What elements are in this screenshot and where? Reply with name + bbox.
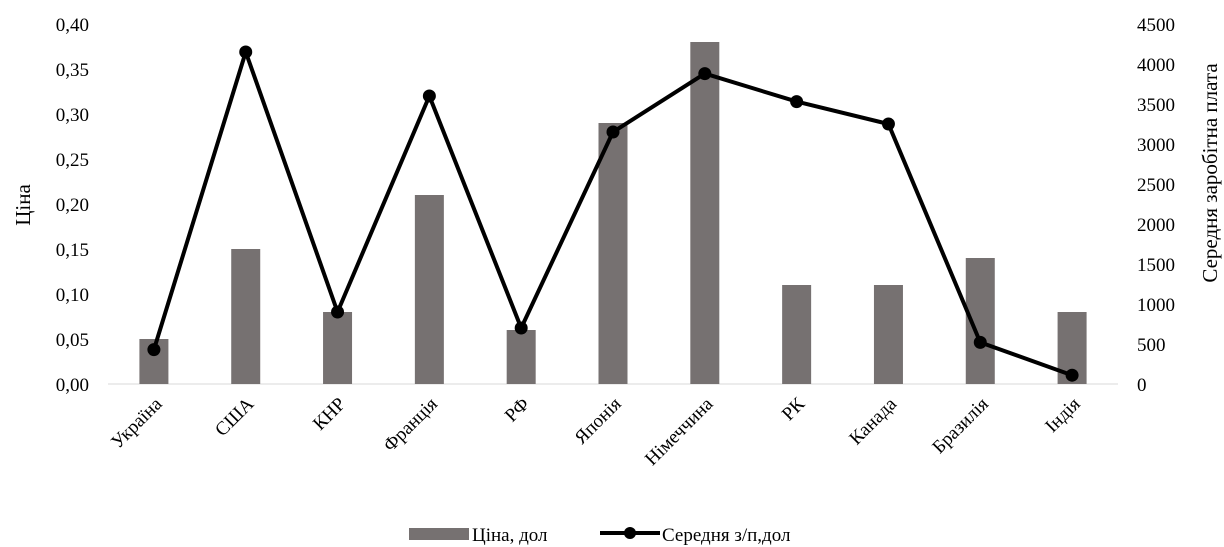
x-tick-label: США: [211, 393, 258, 440]
x-tick-label: Україна: [107, 393, 167, 453]
line-point: [606, 125, 620, 139]
bar: [323, 312, 353, 384]
line-point: [881, 117, 895, 131]
y-left-tick-label: 0,20: [56, 195, 89, 216]
bar: [873, 285, 903, 384]
x-tick-label: Бразилія: [928, 394, 993, 459]
x-axis-ticks: Україна США КНР Франція РФ Японія Німеччина РК К…: [107, 393, 1085, 470]
y-right-tick-label: 500: [1137, 335, 1166, 356]
y-left-tick-label: 0,10: [56, 285, 89, 306]
bar: [231, 249, 261, 384]
legend-line-label: Середня з/п,дол: [662, 525, 791, 546]
x-tick-label: РК: [778, 393, 810, 425]
legend-line-marker: [624, 527, 636, 539]
line-point: [239, 45, 253, 59]
bar: [598, 123, 628, 384]
x-tick-label: Франція: [379, 394, 442, 457]
y-left-tick-label: 0,25: [56, 150, 89, 171]
bar: [414, 195, 444, 384]
legend-bar-swatch: [409, 528, 469, 540]
y-right-tick-label: 1500: [1137, 255, 1175, 276]
y-left-tick-label: 0,35: [56, 60, 89, 81]
x-tick-label: Канада: [845, 393, 901, 449]
line-point: [973, 335, 987, 349]
bar: [690, 42, 720, 384]
x-tick-label: Німеччина: [641, 393, 718, 470]
bar: [506, 330, 536, 384]
bar-series: [139, 42, 1087, 384]
line-point: [147, 343, 161, 357]
y-left-tick-label: 0,15: [56, 240, 89, 261]
y-right-tick-label: 3500: [1137, 95, 1175, 116]
line-point: [1065, 368, 1079, 382]
line-point: [422, 89, 436, 103]
y-right-tick-label: 3000: [1137, 135, 1175, 156]
right-axis-ticks: 0 500 1000 1500 2000 2500 3000 3500 4000 4500: [1137, 15, 1175, 396]
y-right-tick-label: 4000: [1137, 55, 1175, 76]
x-tick-label: Японія: [571, 394, 626, 449]
y-left-tick-label: 0,00: [56, 375, 89, 396]
line-point: [514, 321, 528, 335]
y-left-tick-label: 0,05: [56, 330, 89, 351]
x-tick-label: КНР: [309, 394, 350, 435]
left-axis-ticks: 0,00 0,05 0,10 0,15 0,20 0,25 0,30 0,35 0,40: [56, 15, 89, 396]
y-right-tick-label: 1000: [1137, 295, 1175, 316]
x-tick-label: Індія: [1041, 394, 1084, 437]
y-right-tick-label: 4500: [1137, 15, 1175, 36]
y-axis-title-right: Середня заробітна плата: [1198, 63, 1222, 283]
line-series: [147, 45, 1079, 382]
legend-bar-label: Ціна, дол: [472, 525, 548, 546]
y-axis-title-left: Ціна: [11, 184, 35, 226]
line-point: [698, 67, 712, 81]
y-left-tick-label: 0,30: [56, 105, 89, 126]
y-right-tick-label: 0: [1137, 375, 1147, 396]
x-tick-label: РФ: [501, 394, 534, 427]
line-point: [331, 305, 345, 319]
legend: Ціна, дол Середня з/п,дол: [409, 525, 791, 546]
y-right-tick-label: 2500: [1137, 175, 1175, 196]
y-left-tick-label: 0,40: [56, 15, 89, 36]
y-right-tick-label: 2000: [1137, 215, 1175, 236]
line-point: [790, 95, 804, 109]
bar: [782, 285, 812, 384]
